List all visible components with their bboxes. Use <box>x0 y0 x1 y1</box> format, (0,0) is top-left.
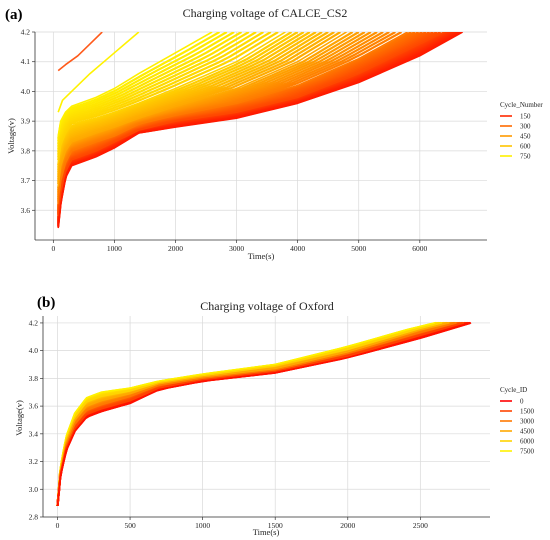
y-tick-label-oxford: 3.0 <box>29 485 39 494</box>
y-tick-label-calce: 4.1 <box>21 57 31 66</box>
series-line-calce-450 <box>57 32 347 187</box>
series-line-calce-600 <box>57 32 286 163</box>
legend-calce: Cycle_Number 150 300 450 600 750 <box>500 101 543 161</box>
series-group-oxford <box>56 321 472 507</box>
legend-entry-oxford: 7500 <box>520 448 535 456</box>
legend-entry-oxford: 3000 <box>520 418 535 426</box>
legend-entry-oxford: 1500 <box>520 408 535 416</box>
series-line-calce-300 <box>57 32 408 205</box>
legend-oxford: Cycle_ID 0 1500 3000 4500 6000 7500 <box>500 386 535 456</box>
series-line-oxford-4500 <box>56 322 450 506</box>
y-tick-label-calce: 3.9 <box>21 117 31 126</box>
y-tick-label-calce: 3.6 <box>21 206 31 215</box>
x-tick-label-calce: 0 <box>51 244 55 253</box>
chart-oxford: (b) Charging voltage of Oxford 0 500 1000 1… <box>14 295 535 537</box>
x-tick-label-oxford: 1000 <box>195 521 210 530</box>
x-tick-label-calce: 4000 <box>290 244 305 253</box>
x-tick-label-calce: 3000 <box>229 244 244 253</box>
x-ticks-oxford: 0 500 1000 1500 2000 2500 <box>56 517 428 530</box>
series-line-oxford-1500 <box>56 322 465 506</box>
y-tick-label-calce: 4.0 <box>21 87 31 96</box>
legend-entry-oxford: 6000 <box>520 438 535 446</box>
y-ticks-calce: 3.6 3.7 3.8 3.9 4.0 4.1 4.2 <box>21 28 35 215</box>
legend-title-oxford: Cycle_ID <box>500 386 527 394</box>
series-line-oxford-0 <box>56 322 472 506</box>
legend-entry-calce: 750 <box>520 153 531 161</box>
x-tick-label-oxford: 500 <box>124 521 136 530</box>
x-tick-label-oxford: 2000 <box>340 521 355 530</box>
series-group-calce <box>57 32 463 229</box>
legend-entry-calce: 150 <box>520 113 531 121</box>
x-axis-label-oxford: Time(s) <box>253 527 280 537</box>
legend-entry-calce: 300 <box>520 123 531 131</box>
series-line-calce-800 <box>57 32 140 113</box>
x-tick-label-calce: 2000 <box>168 244 183 253</box>
y-ticks-oxford: 2.8 3.0 3.2 3.4 3.6 3.8 4.0 4.2 <box>29 318 43 522</box>
y-tick-label-oxford: 4.0 <box>29 346 39 355</box>
series-line-calce-10 <box>57 32 103 72</box>
y-tick-label-oxford: 3.8 <box>29 374 39 383</box>
x-tick-label-oxford: 0 <box>56 521 60 530</box>
series-line-oxford-6000 <box>56 322 443 506</box>
legend-entry-oxford: 0 <box>520 398 524 406</box>
y-tick-label-oxford: 4.2 <box>29 318 39 327</box>
x-tick-label-calce: 1000 <box>107 244 122 253</box>
panel-label-b: (b) <box>37 295 55 311</box>
legend-entry-calce: 600 <box>520 143 531 151</box>
chart-title-oxford: Charging voltage of Oxford <box>200 299 333 313</box>
x-tick-label-calce: 5000 <box>351 244 366 253</box>
series-line-oxford-3000 <box>56 322 457 506</box>
series-line-calce-1 <box>57 32 463 229</box>
y-tick-label-oxford: 3.4 <box>29 429 39 438</box>
y-tick-label-oxford: 3.6 <box>29 402 39 411</box>
y-tick-label-calce: 3.8 <box>21 146 31 155</box>
x-axis-label-calce: Time(s) <box>248 251 275 261</box>
x-ticks-calce: 0 1000 2000 3000 4000 5000 6000 <box>51 240 428 253</box>
plot-area-oxford <box>43 316 490 517</box>
y-tick-label-calce: 4.2 <box>21 28 31 37</box>
panel-label-a: (a) <box>5 7 23 23</box>
y-axis-label-oxford: Voltage(v) <box>14 400 24 436</box>
y-axis-label-calce: Voltage(v) <box>6 118 16 154</box>
x-tick-label-oxford: 1500 <box>268 521 283 530</box>
interpolated-curve-calce <box>57 32 279 161</box>
chart-calce: (a) Charging voltage of CALCE_CS2 0 1000 2… <box>5 6 543 261</box>
series-line-calce-750 <box>57 32 213 137</box>
y-tick-label-oxford: 2.8 <box>29 513 39 522</box>
chart-title-calce: Charging voltage of CALCE_CS2 <box>183 6 348 20</box>
x-tick-label-oxford: 2500 <box>413 521 428 530</box>
grid-calce <box>35 31 487 240</box>
y-tick-label-oxford: 3.2 <box>29 457 39 466</box>
y-tick-label-calce: 3.7 <box>21 176 31 185</box>
legend-entry-oxford: 4500 <box>520 428 535 436</box>
series-line-oxford-7500 <box>56 322 436 506</box>
series-line-calce-150 <box>57 32 445 217</box>
legend-title-calce: Cycle_Number <box>500 101 543 109</box>
legend-entry-calce: 450 <box>520 133 531 141</box>
x-tick-label-calce: 6000 <box>412 244 427 253</box>
